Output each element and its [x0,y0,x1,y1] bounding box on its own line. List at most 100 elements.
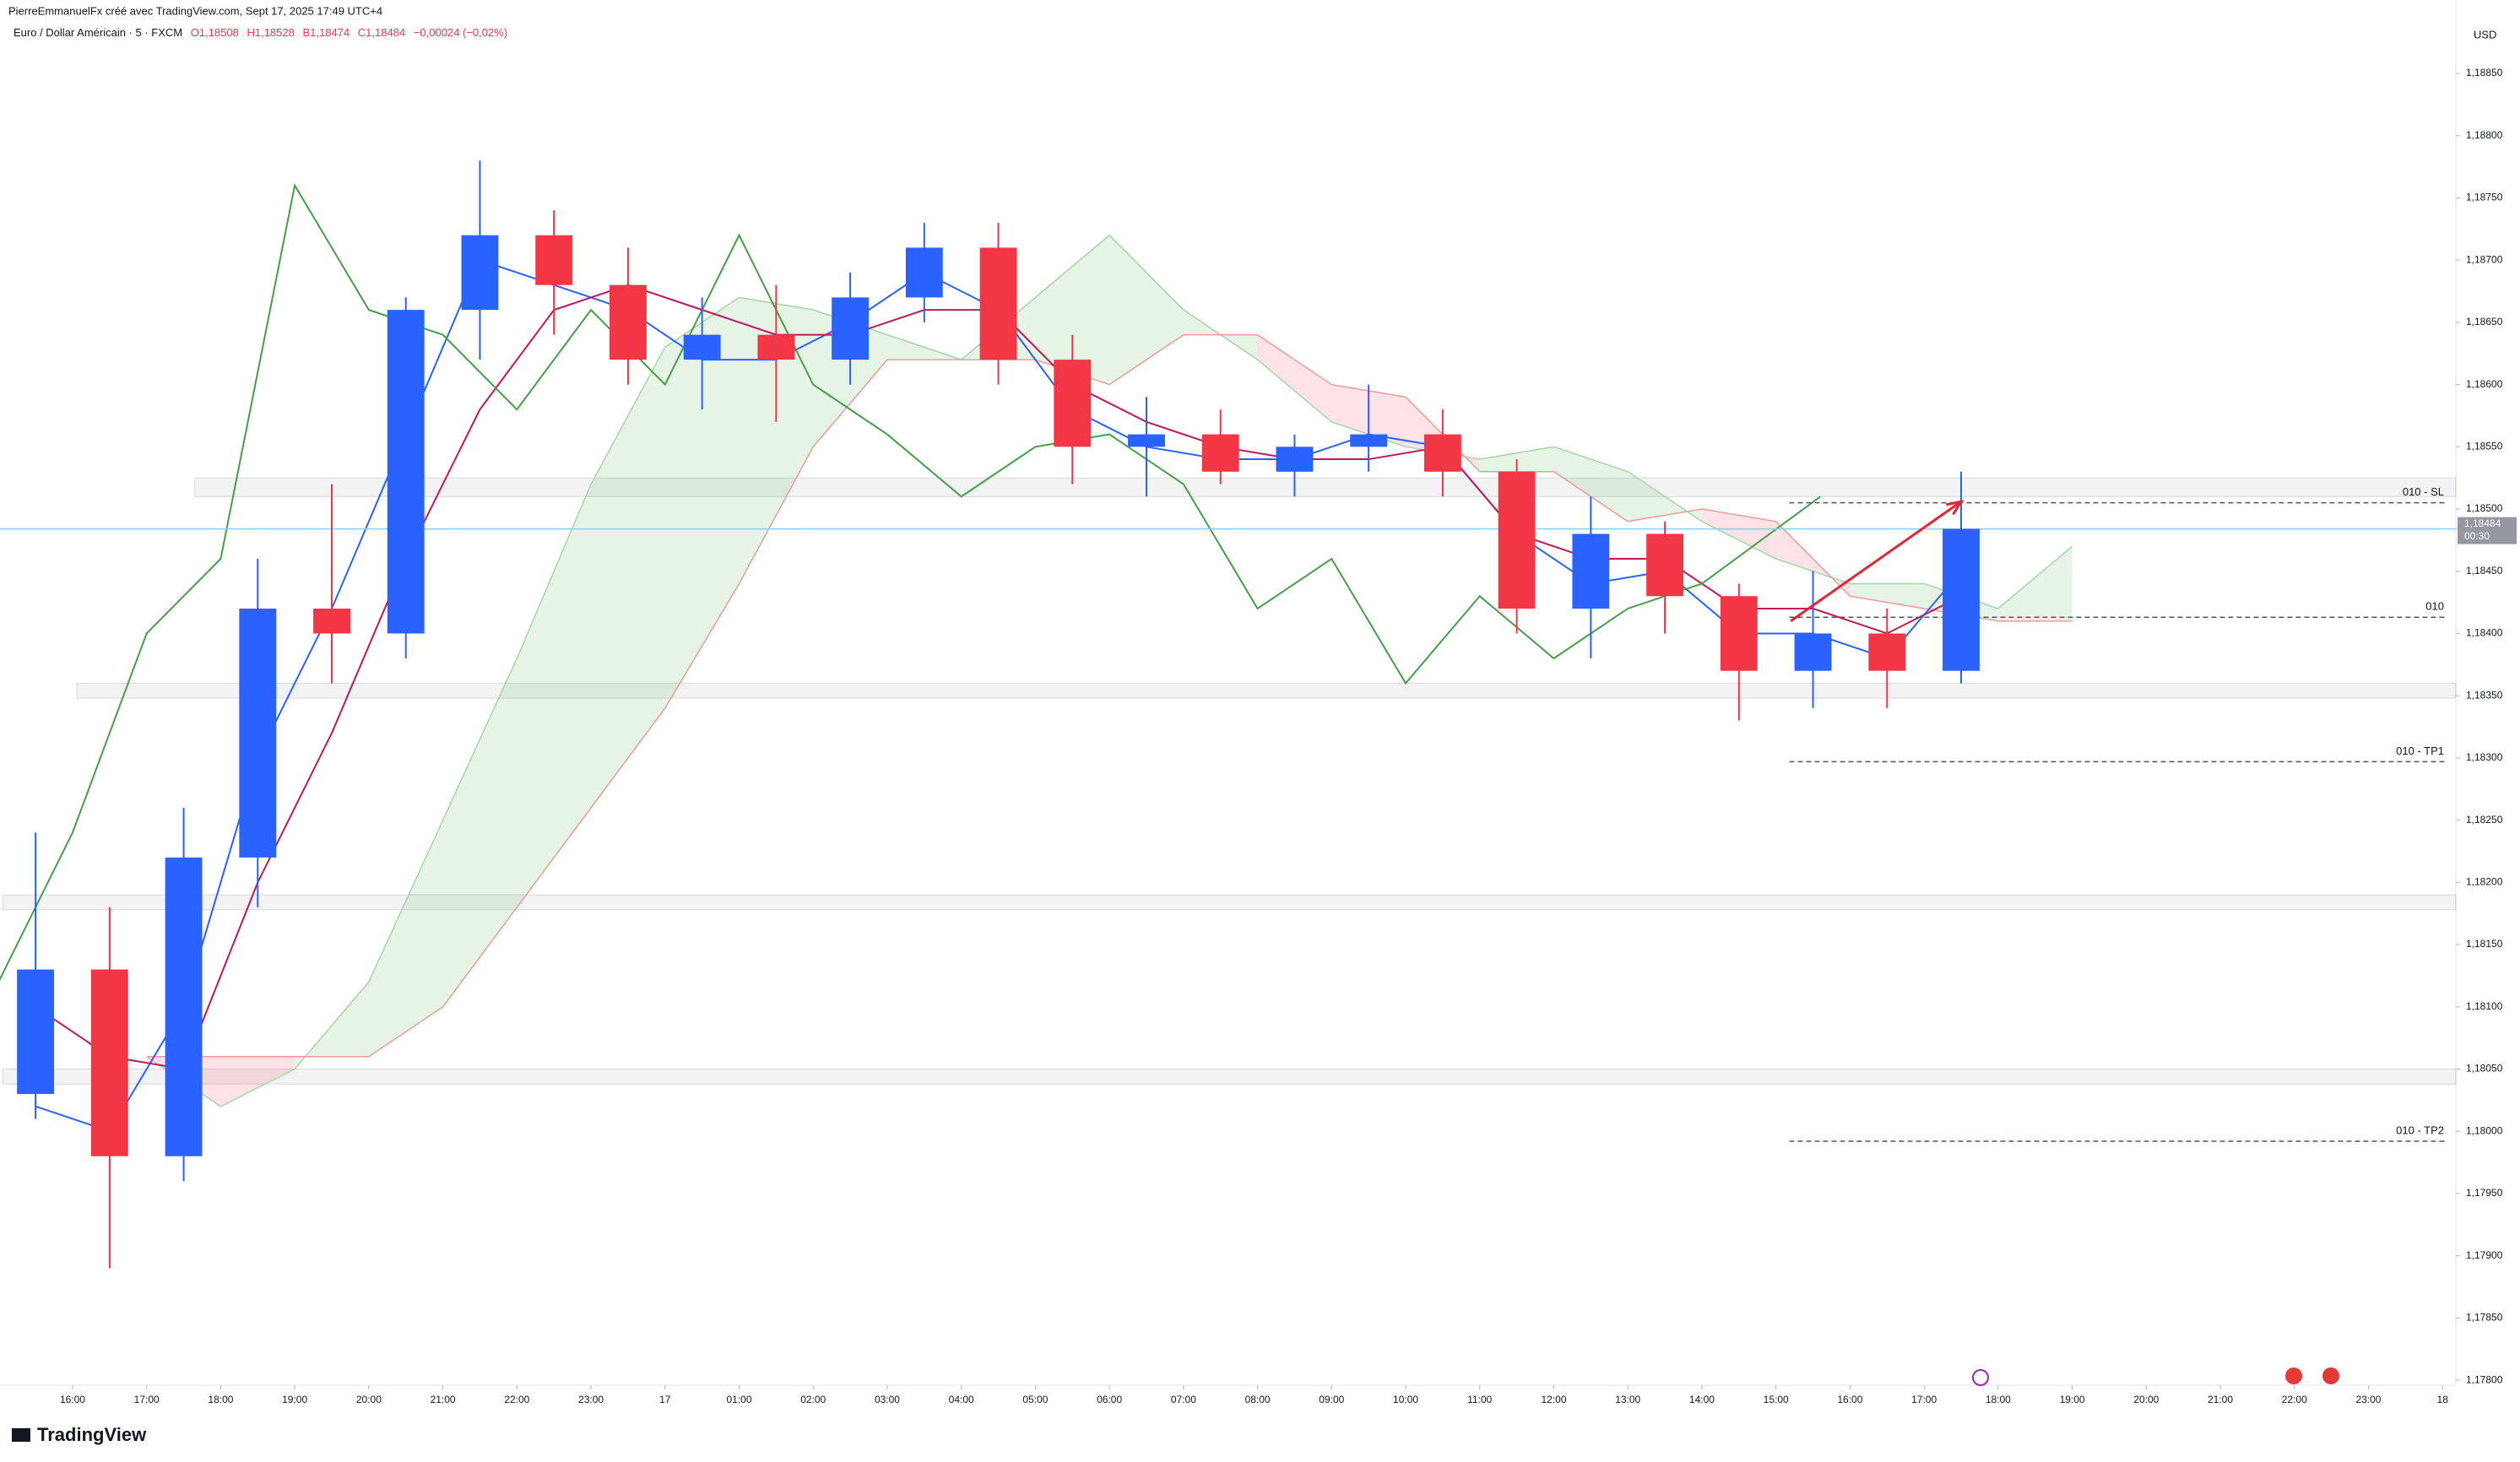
cloud-segment [220,1056,295,1107]
x-tick-label: 03:00 [875,1394,900,1405]
ohlc: C1,18484 [358,26,405,39]
event-icons [1972,1367,2339,1386]
x-tick-label: 20:00 [2133,1394,2159,1405]
x-tick-label: 18:00 [1986,1394,2011,1405]
zone [3,894,2457,911]
event-icon[interactable] [2285,1367,2302,1384]
cloud-segment [442,658,518,1007]
candle-body [239,608,277,858]
x-tick-label: 23:00 [578,1394,604,1405]
candle-body [313,608,350,634]
candle-body [1201,434,1239,472]
x-tick-label: 02:00 [800,1394,826,1405]
cloud-segment [1997,546,2073,621]
zone [194,477,2457,497]
candle-body [683,334,721,360]
x-tick-label: 12:00 [1541,1394,1566,1405]
candle-body [165,857,203,1156]
candle-body [1943,528,1980,671]
y-tick-label: 1,18650 [2466,316,2503,328]
y-tick-label: 1,18050 [2466,1063,2503,1075]
level-label: 010 - TP2 [2396,1124,2444,1136]
x-tick-label: 05:00 [1022,1394,1048,1405]
logo-mark [12,1428,30,1442]
x-tick-label: 19:00 [282,1394,307,1405]
y-tick-label: 1,18450 [2466,565,2503,577]
x-tick-label: 14:00 [1689,1394,1715,1405]
candle-body [1498,471,1536,609]
cloud-segment [1850,583,1925,609]
x-tick-label: 16:00 [60,1394,85,1405]
x-tick-label: 18:00 [208,1394,233,1405]
countdown: 00:30 [2464,530,2490,542]
zone [3,1069,2457,1085]
candle-body [1350,434,1388,447]
candle-body [832,297,870,360]
event-icon[interactable] [1972,1369,1989,1386]
symbol: Euro / Dollar Américain · 5 · FXCM [14,26,182,39]
candle-body [1646,533,1684,597]
ohlc: H1,18528 [247,26,294,39]
ohlc: O1,18508 [191,26,239,39]
x-tick-label: 22:00 [2282,1394,2307,1405]
y-tick-label: 1,17950 [2466,1187,2503,1199]
x-tick-label: 09:00 [1319,1394,1344,1405]
ohlc: B1,18474 [302,26,350,39]
last-price-label: 1,18484 [2464,517,2501,529]
cloud-segment [664,297,740,708]
change: −0,00024 (−0,02%) [414,26,507,39]
cloud-segment [739,297,814,584]
y-tick-label: 1,18400 [2466,627,2503,639]
y-tick-label: 1,17850 [2466,1312,2503,1324]
x-tick-label: 20:00 [356,1394,382,1405]
x-tick-label: 23:00 [2355,1394,2381,1405]
candle-body [461,235,499,311]
x-tick-label: 04:00 [949,1394,974,1405]
plot-area: 010 - SL 010 010 - TP1 010 - TP2 [0,160,2457,1269]
candle-body [17,969,55,1094]
x-tick-label: 17:00 [134,1394,160,1405]
candle-body [387,310,425,634]
candle-body [1794,633,1832,671]
indicator-line [0,182,1821,982]
candle-body [979,247,1017,360]
candle-body [1868,633,1906,671]
y-tick-label: 1,18750 [2466,192,2503,203]
x-tick-label: 01:00 [726,1394,751,1405]
candle-body [90,969,128,1156]
event-icon[interactable] [2322,1367,2339,1384]
arrow-head [1946,499,1965,516]
x-tick-label: 08:00 [1245,1394,1271,1405]
y-tick-label: 1,18000 [2466,1124,2503,1136]
cloud-segment [517,484,592,907]
y-tick-label: 1,18350 [2466,689,2503,701]
y-tick-label: 1,18250 [2466,814,2503,826]
y-tick-label: 1,18100 [2466,1000,2503,1012]
cloud-segment [591,347,665,808]
candle-body [1276,447,1314,472]
candle-body [1423,434,1461,472]
x-tick-label: 15:00 [1764,1394,1789,1405]
y-tick-label: 1,18700 [2466,253,2503,265]
x-tick-label: 21:00 [2208,1394,2233,1405]
x-tick-label: 19:00 [2060,1394,2085,1405]
brand: TradingView [37,1424,147,1445]
candle-body [1054,360,1092,447]
y-tick-label: 1,18150 [2466,938,2503,950]
candle-body [609,284,647,360]
candle-body [535,235,573,285]
x-tick-label: 17 [659,1394,671,1405]
cloud-segment [1257,334,1332,422]
y-tick-label: 1,18550 [2466,440,2503,452]
arrow [1790,500,1962,622]
x-tick-label: 16:00 [1837,1394,1862,1405]
x-tick-label: 07:00 [1171,1394,1196,1405]
candle-body [1720,596,1758,671]
candle-body [905,247,943,298]
level-label: 010 [2425,600,2444,613]
x-tick-label: 17:00 [1911,1394,1937,1405]
y-tick-label: 1,18850 [2466,67,2503,79]
y-tick-label: 1,17900 [2466,1249,2503,1261]
